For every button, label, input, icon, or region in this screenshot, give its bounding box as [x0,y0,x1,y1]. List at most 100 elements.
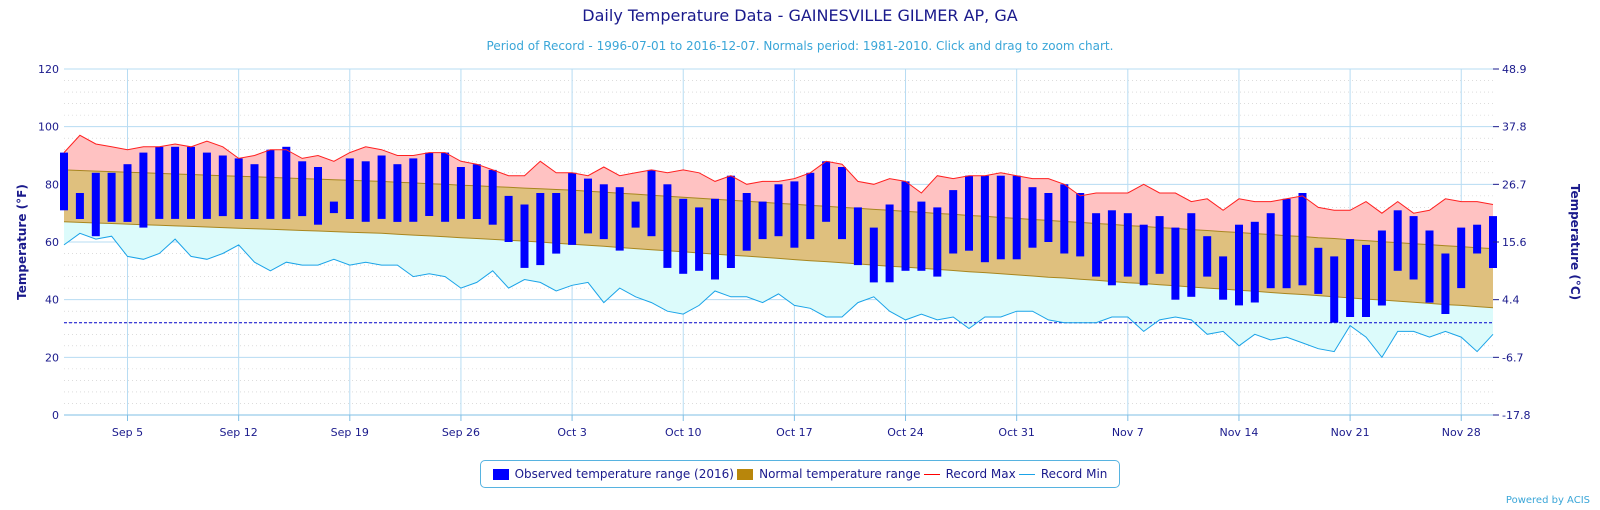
observed-bar[interactable] [1441,253,1450,315]
observed-bar[interactable] [631,201,640,228]
observed-bar[interactable] [1282,198,1291,289]
observed-bar[interactable] [1235,224,1243,306]
observed-bar[interactable] [901,181,910,271]
observed-bar[interactable] [1187,213,1196,297]
observed-bar[interactable] [726,175,735,268]
observed-bar[interactable] [1076,193,1085,257]
observed-bar[interactable] [568,172,577,245]
observed-bar[interactable] [266,149,275,219]
observed-bar[interactable] [1123,213,1132,277]
observed-bar[interactable] [250,164,259,219]
y-right-tick-label: 4.4 [1502,294,1520,307]
observed-bar[interactable] [409,158,418,222]
observed-bar[interactable] [1171,227,1180,300]
observed-bar[interactable] [1139,224,1148,286]
observed-bar[interactable] [695,207,704,271]
observed-bar[interactable] [1425,230,1434,303]
observed-bar[interactable] [584,178,592,234]
observed-bar[interactable] [1346,239,1355,317]
observed-bar[interactable] [488,169,497,225]
observed-bar[interactable] [282,146,291,219]
observed-bar[interactable] [441,152,450,222]
observed-bar[interactable] [472,164,481,219]
x-tick-label: Nov 14 [1219,426,1258,439]
observed-bar[interactable] [60,152,68,211]
legend-item-record-min[interactable]: Record Min [1018,467,1107,481]
observed-bar[interactable] [1473,224,1482,254]
observed-bar[interactable] [949,190,958,254]
observed-bar[interactable] [361,161,370,222]
observed-bar[interactable] [1028,187,1037,248]
observed-bar[interactable] [774,184,783,237]
credit-link[interactable]: Powered by ACIS [1505,495,1590,506]
observed-bar[interactable] [806,172,815,240]
observed-bar[interactable] [838,167,846,240]
observed-bar[interactable] [202,152,211,219]
observed-bar[interactable] [758,201,767,240]
observed-bar[interactable] [1362,244,1370,317]
observed-bar[interactable] [329,201,338,214]
observed-bar[interactable] [1330,256,1339,323]
observed-bar[interactable] [1377,230,1386,306]
observed-bar[interactable] [711,198,719,280]
observed-bar[interactable] [869,227,878,283]
observed-bar[interactable] [1155,216,1164,274]
observed-bar[interactable] [187,146,195,219]
observed-bar[interactable] [996,175,1005,260]
observed-bar[interactable] [1012,175,1021,260]
observed-bar[interactable] [1092,213,1101,277]
observed-bar[interactable] [377,155,386,219]
observed-bar[interactable] [965,175,973,251]
observed-bar[interactable] [885,204,894,283]
legend-item-normal[interactable]: Normal temperature range [737,467,920,481]
observed-bar[interactable] [1044,193,1053,242]
observed-bar[interactable] [393,164,402,222]
legend-item-record-max[interactable]: Record Max [923,467,1016,481]
observed-bar[interactable] [171,146,180,219]
observed-bar[interactable] [1219,256,1228,300]
observed-bar[interactable] [234,158,243,219]
observed-bar[interactable] [1107,210,1116,286]
observed-bar[interactable] [742,193,751,251]
observed-bar[interactable] [599,184,608,240]
observed-bar[interactable] [107,172,116,222]
observed-bar[interactable] [647,169,656,237]
observed-bar[interactable] [536,193,545,266]
observed-bar[interactable] [917,201,926,271]
observed-bar[interactable] [123,164,132,222]
legend-swatch-observed [492,468,509,480]
observed-bar[interactable] [1298,193,1307,286]
observed-bar[interactable] [520,204,529,268]
observed-bar[interactable] [1314,247,1323,294]
observed-bar[interactable] [314,167,322,225]
observed-bar[interactable] [75,193,84,219]
legend-item-observed[interactable]: Observed temperature range (2016) [492,467,734,481]
observed-bar[interactable] [615,187,624,251]
observed-bar[interactable] [425,152,434,216]
observed-bar[interactable] [679,198,688,274]
observed-bar[interactable] [345,158,354,219]
observed-bar[interactable] [456,167,465,219]
observed-bar[interactable] [139,152,148,228]
observed-bar[interactable] [1203,236,1212,277]
observed-bar[interactable] [853,207,862,266]
observed-bar[interactable] [790,181,799,248]
observed-bar[interactable] [1060,184,1069,254]
observed-bar[interactable] [155,146,164,219]
observed-bar[interactable] [1457,227,1466,289]
observed-bar[interactable] [1266,213,1275,289]
observed-bar[interactable] [822,161,831,222]
observed-bar[interactable] [218,155,227,217]
observed-bar[interactable] [1393,210,1402,271]
observed-bar[interactable] [1250,221,1259,303]
observed-bar[interactable] [980,175,989,263]
observed-bar[interactable] [1409,216,1418,280]
observed-bar[interactable] [91,172,100,237]
observed-bar[interactable] [552,193,561,254]
observed-bar[interactable] [504,195,513,242]
observed-bar[interactable] [933,207,942,277]
observed-bar[interactable] [298,161,307,217]
record-max-line [63,134,1494,214]
observed-bar[interactable] [663,184,672,268]
